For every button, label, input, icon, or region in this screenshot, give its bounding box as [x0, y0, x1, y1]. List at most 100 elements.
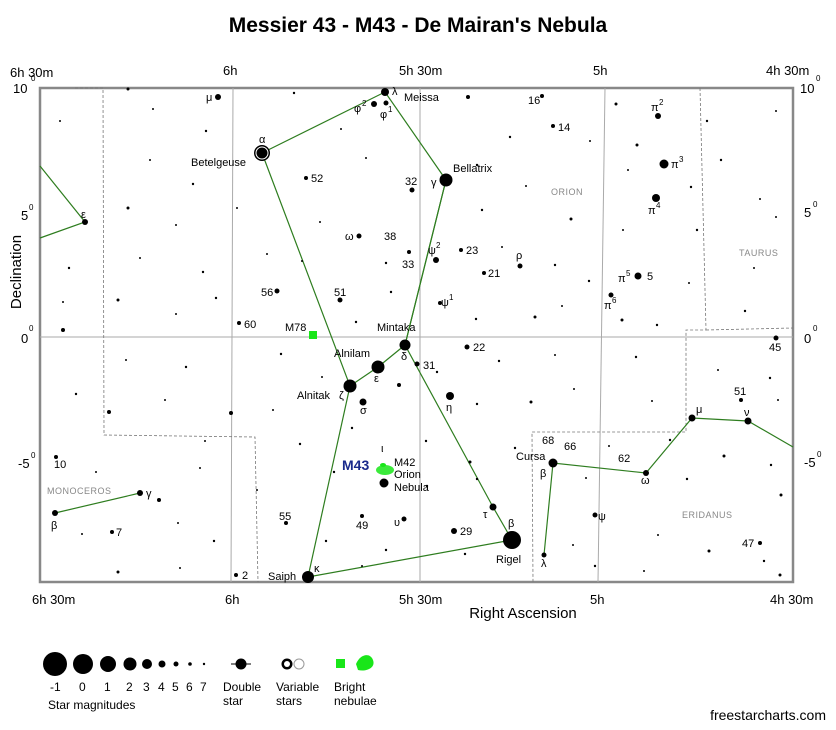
dec-tick-left-10: 10 [13, 81, 27, 96]
dec-tick-left-10-min: 0 [31, 74, 36, 83]
label-m43-target: M43 [342, 457, 369, 473]
legend-double-line1: Double [223, 680, 261, 694]
label-m78: M78 [285, 322, 306, 334]
legend-nebula-blob [356, 655, 374, 671]
dec-tick-left-neg5: -5 [18, 456, 30, 471]
label-beta-ori: β [508, 518, 514, 530]
ra-tick-bottom-4: 4h 30m [770, 592, 813, 607]
ra-tick-top-4: 4h 30m [766, 63, 809, 78]
ra-line-5h [597, 87, 606, 583]
label-psi-eri: ψ [598, 511, 606, 523]
label-epsilon: ε [374, 373, 379, 385]
label-sigma: σ [360, 405, 367, 417]
y-axis-title: Declination [8, 235, 25, 309]
legend-double-line2: star [223, 694, 243, 708]
label-56: 56 [261, 287, 273, 299]
label-pi4: π [648, 205, 656, 217]
legend-nebulae-line1: Bright [334, 680, 366, 694]
dec-tick-right-0: 0 [804, 331, 811, 346]
credit-text: freestarcharts.com [710, 707, 826, 723]
label-23: 23 [466, 245, 478, 257]
label-pi6: π [604, 300, 612, 312]
legend-mag-0: 0 [79, 680, 86, 694]
dec-tick-left-0: 0 [21, 331, 28, 346]
label-14: 14 [558, 122, 570, 134]
label-lambda-eri: λ [541, 558, 547, 570]
label-zeta: ζ [339, 390, 344, 402]
label-delta: δ [401, 351, 407, 363]
constellation-taurus: Taurus [739, 248, 778, 258]
label-bellatrix: Bellatrix [453, 163, 493, 175]
ra-tick-bottom-2: 5h 30m [399, 592, 442, 607]
legend-variable-star-ring [293, 658, 305, 670]
chart-title: Messier 43 - M43 - De Mairan's Nebula [228, 14, 608, 37]
label-beta-eri: β [540, 468, 546, 480]
legend-nebulae-line2: nebulae [334, 694, 377, 708]
label-49: 49 [356, 520, 368, 532]
label-psi1-sup: 1 [449, 293, 454, 302]
label-orion-nebula-line1: Orion [394, 469, 421, 481]
label-m42: M42 [394, 457, 415, 469]
dec-tick-right-0-min: 0 [813, 324, 818, 333]
label-62: 62 [618, 453, 630, 465]
label-cursa: Cursa [516, 451, 546, 463]
legend-variable-line2: stars [276, 694, 302, 708]
label-52: 52 [311, 173, 323, 185]
label-38: 38 [384, 231, 396, 243]
label-saiph: Saiph [268, 571, 296, 583]
legend-magnitude-dots [43, 652, 206, 676]
label-iota: ι [381, 443, 384, 455]
label-upsilon: υ [394, 517, 400, 529]
legend-mag-6: 6 [186, 680, 193, 694]
stars [52, 88, 779, 583]
dec-tick-right-10-min: 0 [816, 74, 821, 83]
label-nu-eri: ν [744, 407, 750, 419]
dec-tick-right-10: 10 [800, 81, 814, 96]
label-31: 31 [423, 360, 435, 372]
ra-tick-bottom-0: 6h 30m [32, 592, 75, 607]
label-55: 55 [279, 511, 291, 523]
legend-variable-line1: Variable [276, 680, 319, 694]
dec-tick-right-neg5: -5 [804, 455, 816, 470]
label-eta: η [446, 402, 452, 414]
constellation-orion: Orion [551, 187, 583, 197]
legend-mag-5: 5 [172, 680, 179, 694]
field-stars [59, 87, 783, 577]
ra-line-6h [230, 87, 234, 583]
label-alpha: α [259, 134, 266, 146]
label-pi6-sup: 6 [612, 296, 617, 305]
constellation-boundaries [75, 87, 794, 583]
label-pi4-sup: 4 [656, 201, 661, 210]
legend-mag-3: 3 [143, 680, 150, 694]
label-meissa: Meissa [404, 92, 440, 104]
label-omega: ω [345, 231, 354, 243]
label-33: 33 [402, 259, 414, 271]
label-pi3-sup: 3 [679, 155, 684, 164]
label-omega-eri: ω [641, 475, 650, 487]
legend-variable-star-inner [284, 661, 290, 667]
legend-double-star-dot [235, 658, 247, 670]
label-gamma: γ [431, 177, 437, 189]
x-axis-title: Right Ascension [469, 605, 577, 622]
label-22: 22 [473, 342, 485, 354]
label-66: 66 [564, 441, 576, 453]
label-pi5-sup: 5 [626, 269, 631, 278]
label-21: 21 [488, 268, 500, 280]
dec-tick-right-5-min: 0 [813, 200, 818, 209]
label-pi5: π [618, 273, 626, 285]
label-rho: ρ [516, 250, 522, 262]
constellation-eridanus: Eridanus [682, 510, 733, 520]
label-gamma-mon: γ [146, 488, 152, 500]
label-mintaka: Mintaka [377, 322, 416, 334]
label-betelgeuse: Betelgeuse [191, 157, 246, 169]
ra-tick-top-2: 5h 30m [399, 63, 442, 78]
label-tau: τ [483, 509, 488, 521]
ra-tick-top-0: 6h 30m [10, 65, 53, 80]
label-phi2: φ [354, 103, 361, 115]
dec-tick-left-5: 5 [21, 208, 28, 223]
label-51-eri: 51 [734, 386, 746, 398]
label-68: 68 [542, 435, 554, 447]
label-beta-mon: β [51, 520, 57, 532]
label-psi2: ψ [428, 245, 436, 257]
